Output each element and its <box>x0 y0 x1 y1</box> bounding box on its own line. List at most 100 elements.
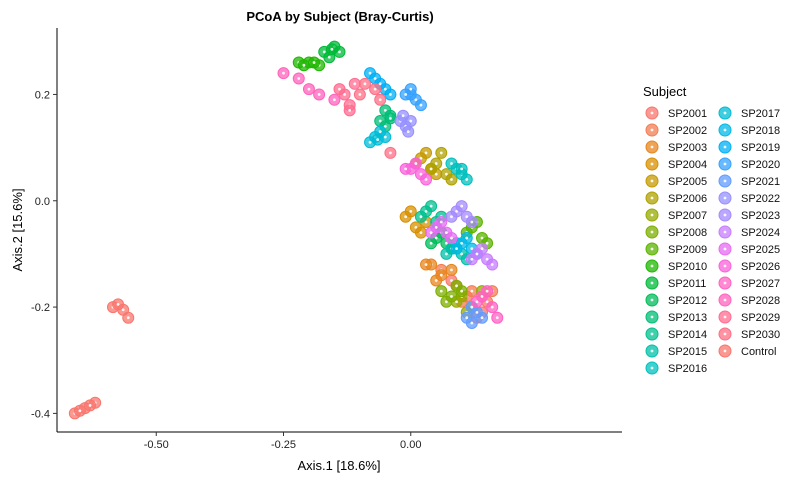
legend-label: SP2028 <box>741 295 780 307</box>
data-point-center <box>460 252 464 256</box>
legend-item: SP2006 <box>645 191 707 205</box>
legend-item: SP2023 <box>718 208 780 222</box>
series-sp2011 <box>318 40 346 64</box>
series-sp2029 <box>333 77 361 117</box>
data-point-center <box>414 225 418 229</box>
data-point-center <box>460 289 464 293</box>
legend-item: SP2014 <box>645 327 707 341</box>
data-point-center <box>480 295 484 298</box>
data-point-center <box>434 172 438 176</box>
legend-item: SP2027 <box>718 276 780 290</box>
legend-label: Control <box>741 346 776 358</box>
legend-item: SP2015 <box>645 344 707 358</box>
legend-swatch-center <box>650 264 654 268</box>
legend-swatch-center <box>723 145 727 149</box>
data-point-center <box>470 247 474 251</box>
legend-swatch-center <box>650 315 654 319</box>
data-point-center <box>282 71 285 75</box>
series-sp2030 <box>353 77 397 159</box>
legend-label: SP2014 <box>668 329 707 341</box>
legend-label: SP2023 <box>741 210 780 222</box>
chart-title: PCoA by Subject (Bray-Curtis) <box>246 9 433 24</box>
data-point-center <box>455 284 458 288</box>
series-sp2025 <box>425 216 458 244</box>
legend-swatch-center <box>650 298 654 302</box>
data-point-center <box>480 247 484 251</box>
data-point-center <box>465 316 469 320</box>
data-point-center <box>373 87 377 91</box>
data-point-center <box>401 114 405 118</box>
data-point-center <box>465 236 469 240</box>
legend-label: SP2027 <box>741 278 780 290</box>
legend-item: SP2028 <box>718 293 780 307</box>
y-tick-label: 0.2 <box>35 89 50 101</box>
data-point-center <box>419 231 423 235</box>
data-point-center <box>307 87 311 91</box>
data-point-center <box>389 116 392 120</box>
legend-item: SP2017 <box>718 106 780 120</box>
legend-label: SP2013 <box>668 312 707 324</box>
data-point-center <box>450 279 453 282</box>
data-point-center <box>424 151 428 155</box>
data-point-center <box>404 93 408 96</box>
legend-item: SP2002 <box>645 123 707 137</box>
data-point-center <box>419 156 423 160</box>
legend-swatch-center <box>723 349 727 353</box>
legend-swatch-center <box>650 366 654 370</box>
data-point-center <box>389 151 392 155</box>
legend-item: SP2030 <box>718 327 780 341</box>
axes: -0.50 -0.25 0.00 0.2 0.0 -0.2 -0.4 <box>31 28 622 451</box>
data-point-center <box>409 119 413 123</box>
series-sp2027 <box>470 285 504 324</box>
data-point-center <box>444 252 448 256</box>
data-point-center <box>419 215 423 219</box>
data-point-center <box>383 135 387 139</box>
legend-label: SP2018 <box>741 125 780 137</box>
data-point-center <box>330 47 334 51</box>
data-point-center <box>480 316 484 320</box>
data-point-center <box>317 93 321 96</box>
legend-item: SP2020 <box>718 157 780 171</box>
legend-item: SP2026 <box>718 259 780 273</box>
legend-label: SP2015 <box>668 346 707 358</box>
data-point-center <box>121 308 125 312</box>
legend-label: SP2007 <box>668 210 707 222</box>
data-point-center <box>450 268 453 272</box>
data-point-center <box>444 231 448 235</box>
legend-item: SP2004 <box>645 157 707 171</box>
data-point-center <box>485 289 489 293</box>
legend-swatch-center <box>650 128 654 132</box>
data-point-center <box>450 162 453 165</box>
data-point-center <box>327 55 331 59</box>
data-point-center <box>353 82 357 86</box>
series-sp2017 <box>364 125 392 149</box>
data-point-center <box>490 263 494 266</box>
data-point-center <box>439 273 443 277</box>
series-control <box>68 298 135 420</box>
data-point-center <box>444 300 448 304</box>
y-tick-label: -0.2 <box>31 302 50 314</box>
data-point-center <box>409 87 413 91</box>
legend-item: SP2025 <box>718 242 780 256</box>
legend-item: SP2008 <box>645 225 707 239</box>
legend-label: SP2020 <box>741 159 780 171</box>
legend-label: SP2010 <box>668 261 707 273</box>
data-point-center <box>439 151 443 155</box>
data-point-center <box>378 130 382 134</box>
data-point-center <box>406 130 410 134</box>
legend-swatch-center <box>723 281 727 285</box>
x-tick-label: -0.50 <box>144 439 169 451</box>
data-point-center <box>470 321 474 325</box>
data-point-center <box>485 300 489 304</box>
series-sp2019 <box>364 67 397 101</box>
legend-swatch-center <box>650 281 654 285</box>
data-point-center <box>444 241 448 245</box>
data-point-center <box>383 87 387 91</box>
legend-item: SP2022 <box>718 191 780 205</box>
legend-label: SP2002 <box>668 125 707 137</box>
data-point-center <box>465 178 469 181</box>
series-sp2016 <box>445 157 473 186</box>
legend-swatch-center <box>723 230 727 234</box>
data-point-center <box>404 215 408 219</box>
